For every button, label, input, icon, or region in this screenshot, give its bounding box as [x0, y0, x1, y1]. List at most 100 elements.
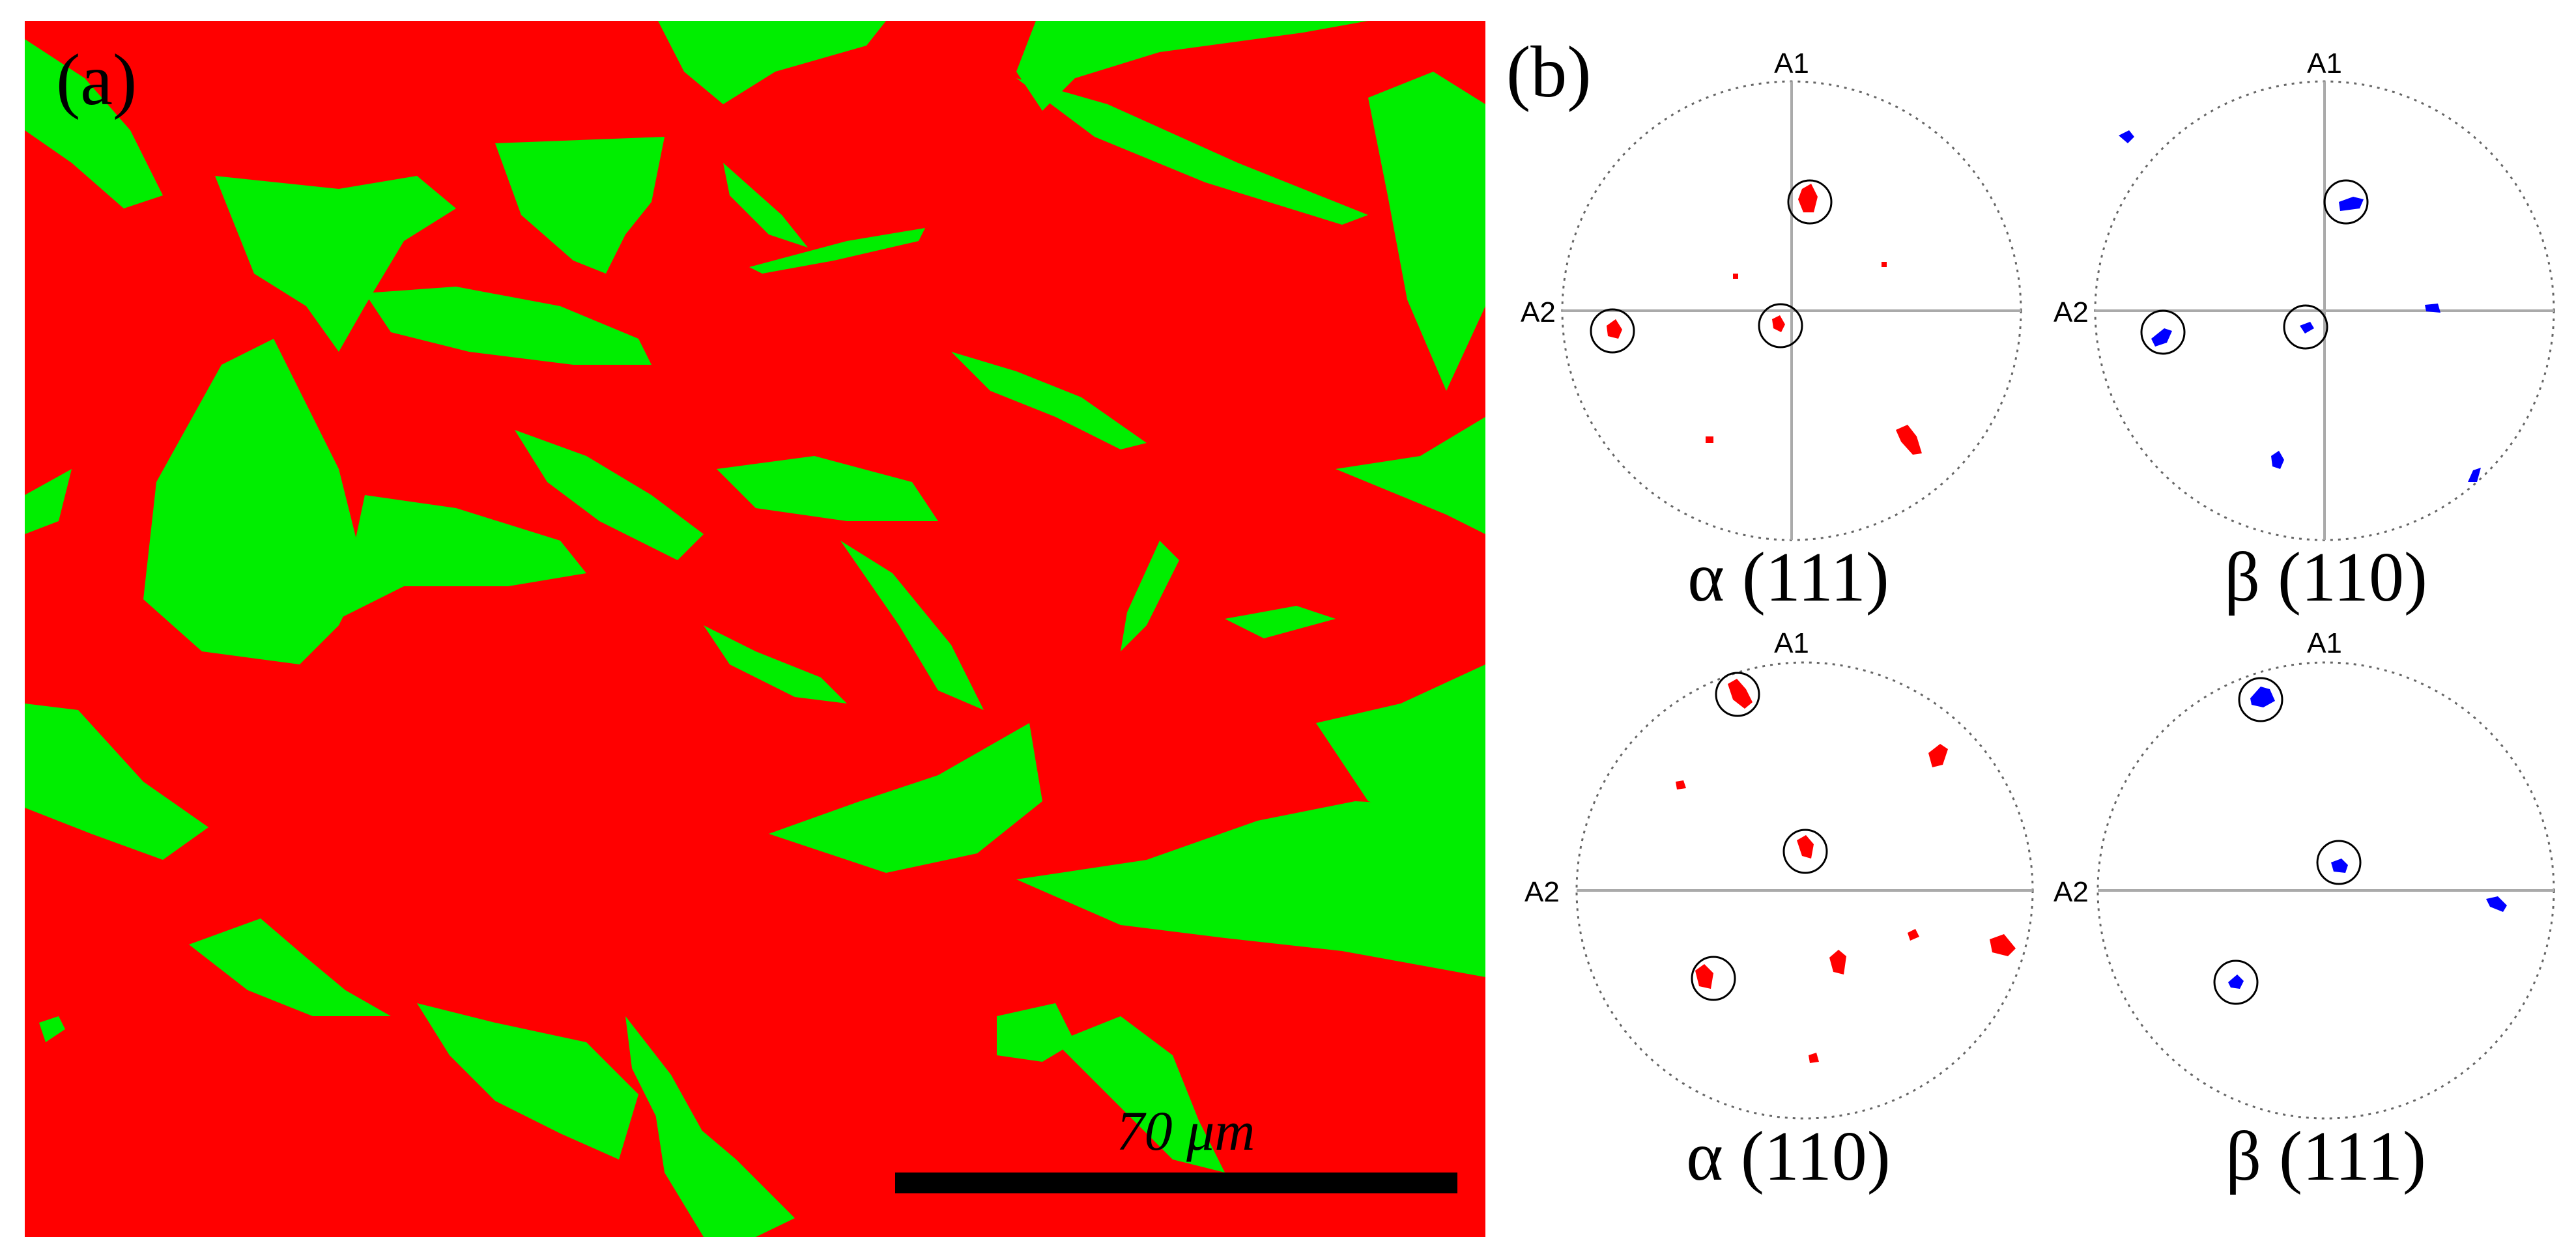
beta-region: [25, 469, 72, 534]
phase-map: (a) 70 μm: [25, 21, 1485, 1237]
panel-a-label: (a): [56, 40, 137, 121]
pole-circle: [2323, 179, 2369, 225]
pole-figure-beta-111: A1 A2 β (111): [2054, 627, 2555, 1195]
pole-figure-caption: β (110): [2224, 539, 2427, 616]
pole-circles: [1691, 672, 1828, 1001]
pole-marker: [2468, 468, 2481, 482]
pole-circle: [1782, 829, 1828, 874]
pole-marker: [1829, 950, 1846, 974]
beta-region: [417, 1003, 638, 1159]
pole-marker: [1607, 319, 1622, 339]
beta-region: [365, 287, 651, 365]
pole-marker: [1728, 679, 1753, 709]
beta-region: [1016, 801, 1485, 977]
axis-label-a2: A2: [2054, 876, 2089, 908]
pole-marker: [2250, 687, 2275, 707]
pole-marker: [1809, 1053, 1819, 1063]
beta-region: [1016, 21, 1368, 111]
beta-region: [769, 723, 1042, 873]
pole-circles: [1590, 179, 1833, 354]
pole-marker: [1896, 425, 1922, 455]
pole-marker: [1882, 262, 1887, 267]
beta-region: [723, 163, 808, 248]
axis-label-a1: A1: [1774, 627, 1809, 659]
pole-circle: [1691, 956, 1736, 1001]
beta-region: [658, 21, 886, 104]
pole-figure-caption: α (111): [1687, 539, 1889, 616]
pole-circle: [1715, 672, 1760, 717]
panel-b-label: (b): [1506, 32, 1592, 113]
pole-marker: [1798, 184, 1818, 212]
pole-circle: [2316, 840, 2362, 885]
beta-region: [25, 704, 208, 860]
pole-marker: [1706, 436, 1713, 443]
scale-bar: [895, 1173, 1457, 1193]
beta-region: [1368, 72, 1485, 391]
beta-region: [1121, 541, 1179, 651]
beta-region: [495, 137, 665, 274]
pole-circle: [2213, 960, 2259, 1005]
pole-marker: [1928, 744, 1948, 767]
beta-region: [717, 456, 938, 521]
pole-figure-caption: β (111): [2225, 1118, 2426, 1195]
pole-marker: [2486, 896, 2507, 912]
pole-marker: [2331, 859, 2348, 873]
pole-marker: [1908, 929, 1919, 941]
pole-marker: [2119, 130, 2134, 143]
pole-circle: [1590, 308, 1635, 354]
beta-region: [1336, 417, 1485, 534]
pole-circle: [1787, 179, 1833, 225]
beta-region: [651, 1088, 795, 1237]
beta-phase-regions: [25, 21, 1485, 1237]
beta-region: [1316, 664, 1485, 821]
axis-label-a2: A2: [1524, 876, 1560, 908]
beta-region: [39, 1016, 65, 1042]
beta-region: [951, 352, 1147, 449]
pole-markers: [1607, 184, 1922, 455]
axis-label-a1: A1: [1774, 48, 1809, 79]
pole-circle: [2238, 677, 2283, 722]
pole-figure-alpha-111: A1 A2 α (111): [1521, 48, 2022, 616]
beta-region: [25, 39, 163, 208]
pole-circles: [2213, 677, 2362, 1005]
beta-region: [339, 495, 586, 619]
axis-label-a2: A2: [2054, 296, 2089, 328]
pole-circle: [2283, 304, 2328, 350]
pole-marker: [2151, 328, 2172, 347]
beta-region: [1016, 78, 1368, 225]
beta-region: [840, 541, 984, 710]
axis-label-a1: A1: [2307, 627, 2342, 659]
pole-marker: [2425, 304, 2440, 313]
axis-label-a1: A1: [2307, 48, 2342, 79]
pole-markers: [1676, 679, 2016, 1063]
beta-region: [515, 430, 704, 560]
pole-marker: [2339, 197, 2364, 211]
beta-region: [749, 228, 925, 274]
pole-circle: [1758, 303, 1803, 348]
pole-marker: [1695, 964, 1713, 989]
pole-marker: [2271, 451, 2284, 469]
pole-marker: [2300, 322, 2314, 334]
pole-marker: [1797, 835, 1814, 859]
pole-circle: [2140, 309, 2186, 355]
axis-label-a2: A2: [1521, 296, 1556, 328]
pole-figure-beta-110: A1 A2 β (110): [2054, 48, 2555, 616]
scale-bar-label: 70 μm: [1117, 1100, 1255, 1162]
beta-region: [189, 918, 391, 1016]
beta-region: [215, 176, 456, 352]
pole-marker: [1733, 274, 1738, 279]
beta-region: [143, 339, 365, 664]
beta-region: [997, 1003, 1075, 1062]
pole-marker: [1772, 315, 1785, 332]
beta-region: [1225, 606, 1336, 638]
pole-markers: [2228, 687, 2507, 989]
beta-region: [704, 625, 847, 704]
pole-marker: [1990, 934, 2016, 956]
pole-circles: [2140, 179, 2369, 355]
beta-region: [625, 1016, 704, 1133]
beta-region: [1055, 1016, 1225, 1173]
pole-markers: [2119, 130, 2481, 482]
pole-figure-alpha-110: A1 A2 α (110): [1524, 627, 2034, 1195]
pole-figure-caption: α (110): [1686, 1118, 1891, 1195]
